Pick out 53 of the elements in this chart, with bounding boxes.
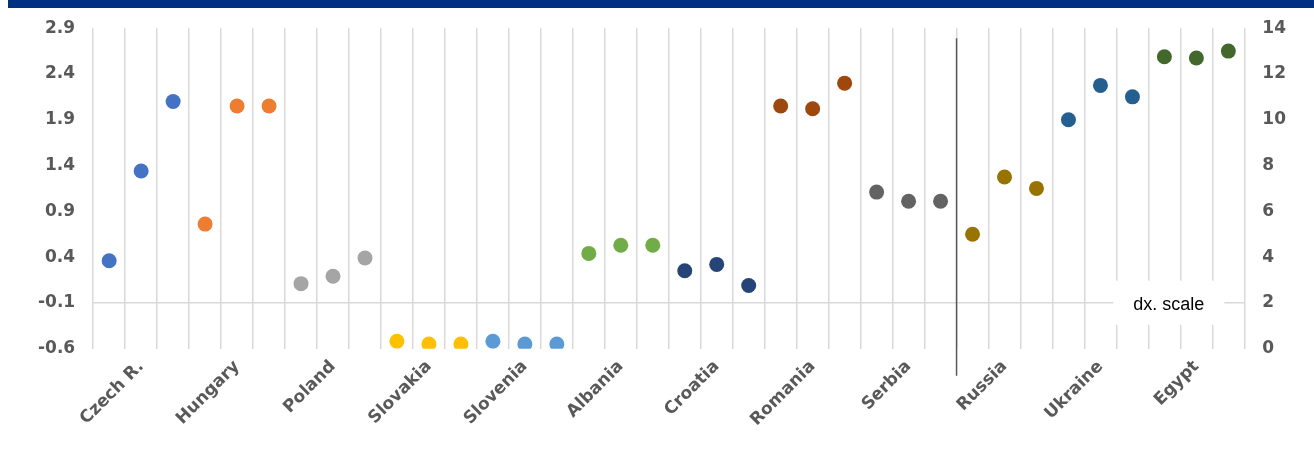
point — [741, 277, 757, 293]
point — [261, 98, 277, 114]
y2-tick-label: 2 — [1262, 291, 1275, 312]
point — [709, 256, 725, 272]
y2-tick-label: 14 — [1262, 16, 1287, 37]
point — [549, 336, 565, 349]
y-tick-label: 0.9 — [45, 199, 76, 220]
point — [357, 250, 373, 266]
y-tick-label: 2.9 — [45, 16, 76, 37]
y-tick-label: 2.4 — [45, 62, 76, 83]
point — [485, 333, 501, 349]
y-tick-label: 0.4 — [45, 245, 76, 266]
point — [773, 98, 789, 114]
point — [677, 263, 693, 279]
point — [1060, 112, 1076, 128]
y-tick-label: 1.9 — [45, 108, 76, 129]
y2-tick-label: 8 — [1262, 153, 1275, 174]
point — [101, 253, 117, 269]
point — [1028, 180, 1044, 196]
point — [453, 336, 469, 349]
point — [1220, 43, 1236, 59]
y-tick-label: 1.4 — [45, 153, 76, 174]
point — [389, 333, 405, 349]
point — [869, 184, 885, 200]
point — [197, 216, 213, 232]
point — [581, 245, 597, 261]
y2-tick-label: 4 — [1262, 245, 1275, 266]
y2-tick-label: 10 — [1262, 108, 1287, 129]
point — [645, 237, 661, 253]
y-tick-label: -0.6 — [38, 337, 76, 358]
point — [133, 163, 149, 179]
point — [805, 101, 821, 117]
point — [901, 193, 917, 209]
annotation: dx. scale — [1133, 293, 1205, 314]
point — [165, 93, 181, 109]
y2-tick-label: 12 — [1262, 62, 1287, 83]
point — [965, 226, 981, 242]
point — [1092, 77, 1108, 93]
y2-tick-label: 6 — [1262, 199, 1275, 220]
point — [837, 75, 853, 91]
point — [613, 237, 629, 253]
point — [421, 336, 437, 349]
point — [997, 169, 1013, 185]
point — [325, 268, 341, 284]
point — [229, 98, 245, 114]
point — [517, 336, 533, 349]
point — [1124, 89, 1140, 105]
y-tick-label: -0.1 — [38, 291, 76, 312]
point — [1188, 50, 1204, 66]
point — [293, 276, 309, 292]
y2-tick-label: 0 — [1262, 337, 1275, 358]
point — [933, 193, 949, 209]
point — [1156, 49, 1172, 65]
